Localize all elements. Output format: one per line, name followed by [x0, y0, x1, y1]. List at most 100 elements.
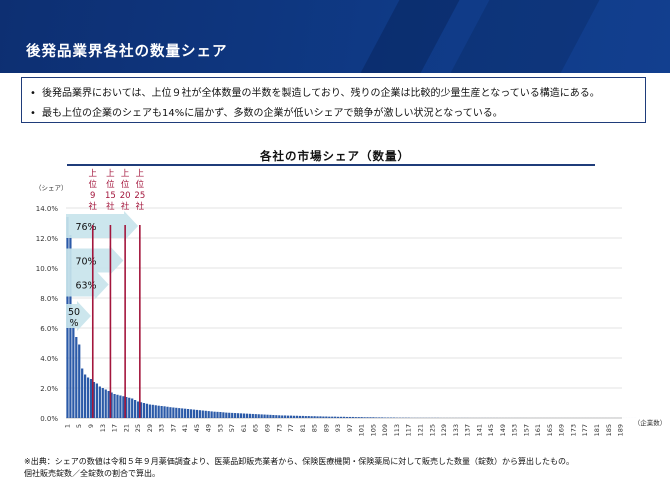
- x-tick-label: 129: [440, 424, 448, 436]
- bar: [207, 411, 210, 418]
- x-tick-label: 121: [416, 424, 424, 436]
- bar: [372, 417, 375, 418]
- x-tick-label: 53: [216, 424, 224, 432]
- bar: [254, 414, 257, 418]
- y-tick-label: 4.0%: [40, 355, 58, 363]
- bar: [131, 398, 134, 418]
- bar: [84, 374, 87, 418]
- bar: [95, 383, 99, 418]
- bar: [272, 415, 275, 418]
- bar: [266, 414, 269, 418]
- bar: [151, 404, 154, 418]
- bar: [136, 401, 140, 418]
- bar: [222, 412, 225, 418]
- x-tick-label: 169: [558, 424, 566, 436]
- x-tick-label: 165: [546, 424, 554, 436]
- bar: [201, 410, 204, 418]
- x-tick-label: 181: [593, 424, 601, 436]
- bullet-text: 後発品業界においては、上位９社が全体数量の半数を製造しており、残りの企業は比較的…: [42, 88, 600, 99]
- bar: [304, 416, 307, 418]
- bar: [110, 392, 113, 418]
- bar: [216, 411, 219, 418]
- bar: [342, 416, 346, 418]
- x-tick-label: 105: [369, 424, 377, 436]
- x-tick-label: 113: [393, 424, 401, 436]
- bar: [228, 412, 231, 418]
- y-tick-label: 10.0%: [36, 265, 59, 273]
- bar: [366, 417, 369, 418]
- bar: [78, 344, 81, 418]
- bar: [295, 415, 299, 418]
- bar: [284, 415, 287, 418]
- share-arrow: [66, 269, 109, 300]
- x-tick-label: 49: [205, 424, 213, 432]
- x-tick-label: 69: [264, 424, 272, 432]
- bar: [334, 416, 337, 418]
- bar: [231, 412, 234, 418]
- x-tick-label: 41: [181, 424, 189, 432]
- bar: [242, 413, 246, 418]
- topn-marker-label: 上位 25 社: [134, 169, 145, 212]
- bar: [307, 416, 310, 418]
- bar: [113, 394, 116, 418]
- topn-marker-label: 上位 15 社: [105, 169, 116, 212]
- bar: [125, 397, 128, 418]
- y-tick-label: 14.0%: [36, 205, 59, 213]
- topn-marker-label: 上位 9 社: [89, 169, 98, 212]
- arrow-layer: 76% 70% 63% 50%: [66, 211, 139, 331]
- bar: [286, 415, 290, 418]
- x-tick-label: 25: [134, 424, 142, 432]
- bar: [363, 417, 366, 418]
- x-tick-label: 13: [99, 424, 107, 432]
- bar: [81, 368, 84, 418]
- bar: [289, 415, 293, 418]
- bar: [245, 413, 249, 418]
- x-tick-label: 117: [405, 424, 413, 436]
- bar: [169, 407, 172, 418]
- x-tick-label: 101: [358, 424, 366, 436]
- bar: [122, 396, 125, 418]
- x-tick-label: 161: [534, 424, 542, 436]
- share-arrow: [66, 301, 92, 331]
- x-tick-label: 5: [75, 424, 83, 428]
- bar: [75, 337, 78, 418]
- bar: [239, 413, 243, 418]
- x-tick-label: 177: [581, 424, 589, 436]
- x-tick-label: 21: [122, 424, 130, 432]
- bar: [310, 416, 313, 418]
- bar: [354, 417, 357, 418]
- x-tick-label: 37: [169, 424, 177, 432]
- y-tick-label: 8.0%: [40, 295, 58, 303]
- bar: [331, 416, 334, 418]
- bar: [351, 416, 354, 418]
- share-arrow: [66, 245, 124, 276]
- x-tick-label: 173: [569, 424, 577, 436]
- bar: [189, 409, 193, 418]
- bar: [178, 408, 181, 418]
- x-tick-label: 29: [146, 424, 154, 432]
- x-tick-label: 1: [63, 424, 71, 428]
- bar: [128, 397, 131, 418]
- x-tick-label: 145: [487, 424, 495, 436]
- bar: [92, 382, 96, 418]
- bar: [210, 411, 213, 418]
- bar: [357, 417, 360, 418]
- bar: [116, 394, 119, 418]
- bar: [107, 391, 110, 418]
- x-tick-label: 109: [381, 424, 389, 436]
- x-tick-label: 17: [111, 424, 119, 432]
- grid-layer: [66, 207, 622, 419]
- bar: [198, 410, 201, 418]
- x-tick-label: 137: [464, 424, 472, 436]
- bar: [98, 386, 101, 418]
- bar: [328, 416, 331, 418]
- bar: [345, 416, 349, 418]
- x-tick-label: 33: [158, 424, 166, 432]
- bar: [160, 406, 163, 418]
- bar: [139, 402, 143, 418]
- bar: [269, 414, 272, 418]
- bar: [225, 412, 228, 418]
- x-tick-label: 185: [605, 424, 613, 436]
- bar: [301, 415, 304, 418]
